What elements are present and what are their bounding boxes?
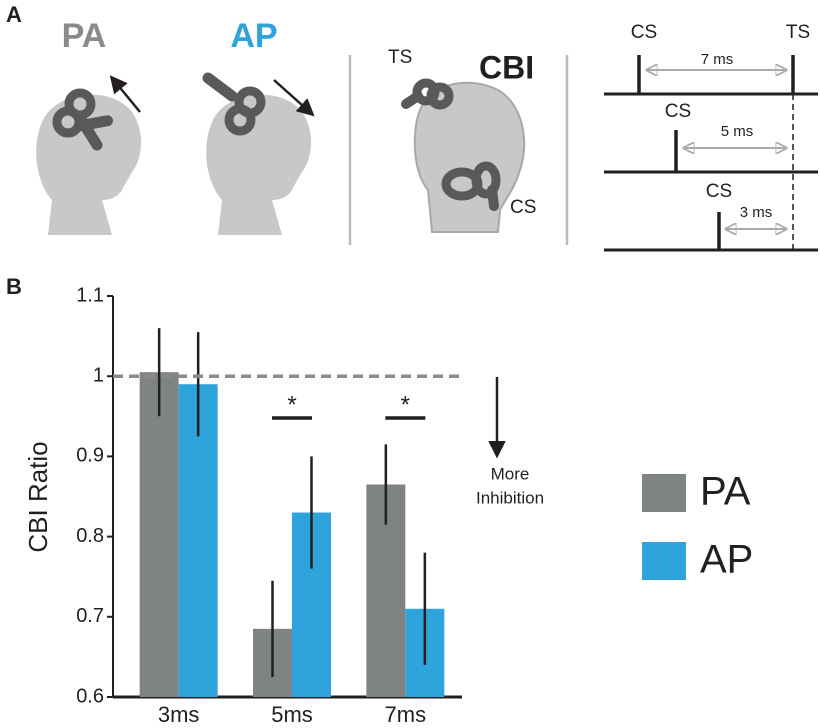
timing-diagram [604,55,818,252]
cs-label: CS [510,197,536,218]
coil-label: AP [230,17,277,55]
panel-label: B [6,274,22,299]
cs-label: CS [706,181,732,202]
head-pa [36,75,142,235]
interval-label: 3 ms [740,204,773,221]
x-tick-label: 3ms [158,702,200,727]
y-tick-label: 0.7 [76,605,104,627]
y-tick-label: 0.6 [76,685,104,707]
x-tick-label: 5ms [271,702,313,727]
significance-label: * [401,391,410,418]
y-tick-label: 1 [93,364,104,386]
legend-label: PA [700,470,751,514]
interval-label: 5 ms [721,123,754,140]
legend-label: AP [700,538,753,582]
legend-swatch [642,542,686,580]
y-tick-label: 1.1 [76,284,104,306]
head-cbi [401,78,526,233]
annotation: More [491,464,530,483]
cs-label: CS [631,22,657,43]
annotation: Inhibition [476,488,544,507]
x-tick-label: 7ms [385,702,427,727]
y-tick-label: 0.8 [76,525,104,547]
y-tick-label: 0.9 [76,445,104,467]
coil-label: PA [62,17,107,55]
cs-label: CS [665,101,691,122]
ts-label: TS [388,47,412,68]
interval-label: 7 ms [701,51,734,68]
y-axis-label: CBI Ratio [23,441,53,552]
ts-label: TS [786,22,810,43]
cbi-title: CBI [479,49,534,85]
head-ap [202,72,315,235]
bar [139,372,179,697]
legend-swatch [642,474,686,512]
panel-label: A [6,2,22,27]
significance-label: * [287,391,296,418]
plot-area [139,328,445,697]
